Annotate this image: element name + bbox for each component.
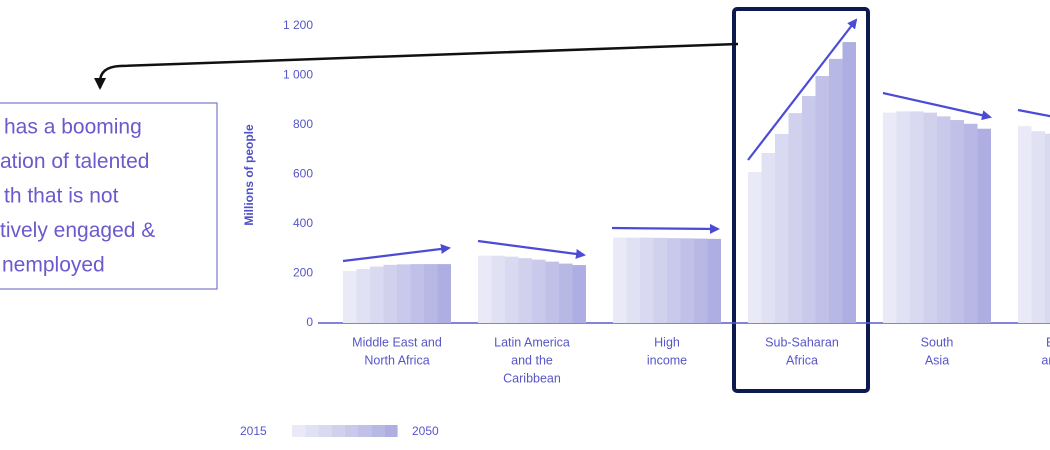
bar <box>356 269 370 323</box>
bar <box>707 238 721 323</box>
bar <box>694 238 708 323</box>
bar <box>572 265 586 323</box>
x-tick-label: and the <box>511 353 553 367</box>
bar <box>842 42 856 324</box>
bar <box>950 120 964 323</box>
bar <box>626 237 640 323</box>
legend-label: 2050 <box>412 424 439 438</box>
y-tick-label: 0 <box>306 315 313 329</box>
bar <box>829 58 843 323</box>
trend-arrow <box>342 244 451 263</box>
x-tick-label: income <box>647 353 687 367</box>
bar <box>883 112 897 323</box>
x-tick-label: Sub-Saharan <box>765 335 839 349</box>
bar <box>937 116 951 324</box>
trend-arrow <box>477 239 586 259</box>
bar <box>653 237 667 323</box>
annotation-line: tively engaged & <box>0 219 155 242</box>
bar <box>1018 126 1032 323</box>
x-tick-label: South <box>921 335 954 349</box>
bar <box>680 238 694 323</box>
bar <box>775 133 789 323</box>
y-tick-label: 600 <box>293 167 313 181</box>
bar <box>478 255 492 323</box>
annotation-box <box>0 102 218 290</box>
trend-arrow <box>882 91 992 121</box>
bar <box>748 172 762 323</box>
legend-swatch <box>318 425 332 437</box>
annotation-line: nemployed <box>2 254 105 277</box>
bar <box>761 152 775 323</box>
bar <box>397 264 411 323</box>
y-tick-label: 1 000 <box>283 68 313 82</box>
bar <box>532 259 546 323</box>
bar <box>613 237 627 323</box>
bar <box>559 263 573 323</box>
x-tick-label: Caribbean <box>503 371 561 385</box>
legend-swatch <box>358 425 372 437</box>
bar <box>977 128 991 323</box>
x-tick-label: Africa <box>786 353 818 367</box>
bar <box>910 111 924 323</box>
trend-arrow <box>611 223 720 234</box>
legend-swatch <box>344 425 358 437</box>
legend-swatch <box>371 425 385 437</box>
bar <box>802 96 816 323</box>
x-tick-label: High <box>654 335 680 349</box>
x-tick-label: Middle East and <box>352 335 442 349</box>
y-tick-label: 200 <box>293 266 313 280</box>
bar <box>667 238 681 323</box>
highlight-box <box>732 7 870 393</box>
bar <box>383 264 397 323</box>
y-axis-title: Millions of people <box>242 124 256 226</box>
bar <box>410 264 424 323</box>
y-tick-label: 400 <box>293 216 313 230</box>
bar <box>640 237 654 323</box>
x-tick-label: East Asia <box>1046 335 1050 349</box>
bar <box>437 264 451 323</box>
annotation-line: th that is not <box>4 185 119 208</box>
bar <box>491 255 505 323</box>
legend-swatch <box>305 425 319 437</box>
bar <box>815 75 829 324</box>
x-tick-label: Asia <box>925 353 949 367</box>
bar <box>788 113 802 324</box>
bar <box>896 111 910 323</box>
x-tick-label: North Africa <box>364 353 429 367</box>
bar <box>964 123 978 323</box>
x-tick-label: and Pacific <box>1041 353 1050 367</box>
bar <box>923 112 937 323</box>
bar <box>1031 131 1045 323</box>
bar <box>343 271 357 323</box>
bar <box>424 264 438 323</box>
legend-swatch <box>292 425 306 437</box>
annotation-line: ation of talented <box>0 150 149 173</box>
y-tick-label: 1 200 <box>283 18 313 32</box>
annotation-line: has a booming <box>4 116 142 139</box>
trend-arrow <box>747 18 858 161</box>
legend-swatch <box>331 425 345 437</box>
trend-arrows <box>342 18 1050 263</box>
connector-arrow <box>94 42 739 90</box>
bar <box>1045 133 1050 323</box>
bar <box>370 266 384 323</box>
bar <box>518 258 532 323</box>
legend-label: 2015 <box>240 424 267 438</box>
legend-swatch <box>384 425 398 437</box>
y-tick-label: 800 <box>293 117 313 131</box>
trend-arrow <box>1017 108 1050 118</box>
bar <box>545 261 559 323</box>
x-tick-label: Latin America <box>494 335 570 349</box>
bar <box>505 256 519 323</box>
